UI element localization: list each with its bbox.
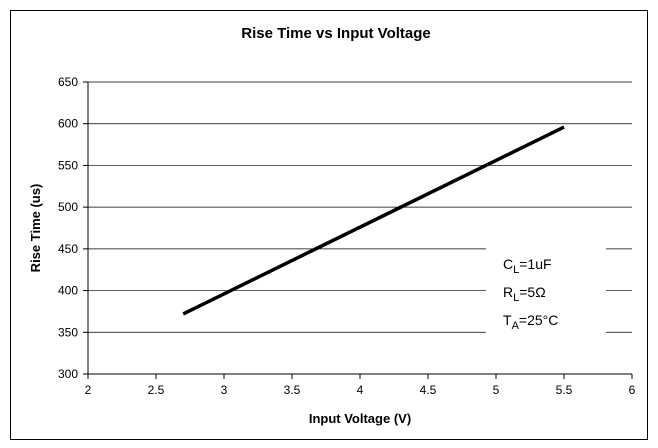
y-tick-label: 450 bbox=[58, 242, 78, 256]
annotation-symbol: C bbox=[503, 256, 513, 272]
annotation-value: =1uF bbox=[519, 256, 551, 272]
x-tick-label: 3 bbox=[221, 383, 228, 397]
y-tick-label: 650 bbox=[58, 75, 78, 89]
x-tick-labels: 2 2.5 3 3.5 4 4.5 5 5.5 6 bbox=[85, 374, 636, 397]
x-tick-label: 2 bbox=[85, 383, 92, 397]
y-tick-label: 550 bbox=[58, 158, 78, 172]
series-group bbox=[182, 125, 565, 316]
annotation-label: CL=1uF bbox=[503, 256, 552, 276]
series-line bbox=[182, 125, 565, 316]
annotation-symbol: R bbox=[503, 284, 513, 300]
y-tick-label: 600 bbox=[58, 117, 78, 131]
y-tick-label: 350 bbox=[58, 325, 78, 339]
y-tick-label: 300 bbox=[58, 367, 78, 381]
y-tick-label: 500 bbox=[58, 200, 78, 214]
y-tick-labels: 300 350 400 450 500 550 600 650 bbox=[58, 75, 88, 381]
x-tick-label: 6 bbox=[629, 383, 636, 397]
annotation-symbol: T bbox=[503, 312, 512, 328]
annotation-value: =25°C bbox=[519, 312, 558, 328]
annotation-value: =5Ω bbox=[519, 284, 545, 300]
annotation-label: TA=25°C bbox=[503, 312, 558, 332]
y-axis-label: Rise Time (us) bbox=[28, 184, 43, 273]
y-tick-label: 400 bbox=[58, 284, 78, 298]
annotation-subscript: L bbox=[513, 264, 519, 276]
annotation-subscript: L bbox=[513, 292, 519, 304]
x-tick-label: 3.5 bbox=[284, 383, 301, 397]
x-tick-label: 4 bbox=[357, 383, 364, 397]
x-axis-label: Input Voltage (V) bbox=[309, 411, 411, 426]
annotation-label: RL=5Ω bbox=[503, 284, 546, 304]
x-tick-label: 5.5 bbox=[556, 383, 573, 397]
annotation-subscript: A bbox=[512, 320, 520, 332]
x-tick-label: 4.5 bbox=[420, 383, 437, 397]
x-tick-label: 5 bbox=[493, 383, 500, 397]
annotation-box bbox=[486, 242, 606, 338]
x-tick-label: 2.5 bbox=[148, 383, 165, 397]
chart-title: Rise Time vs Input Voltage bbox=[241, 25, 431, 42]
